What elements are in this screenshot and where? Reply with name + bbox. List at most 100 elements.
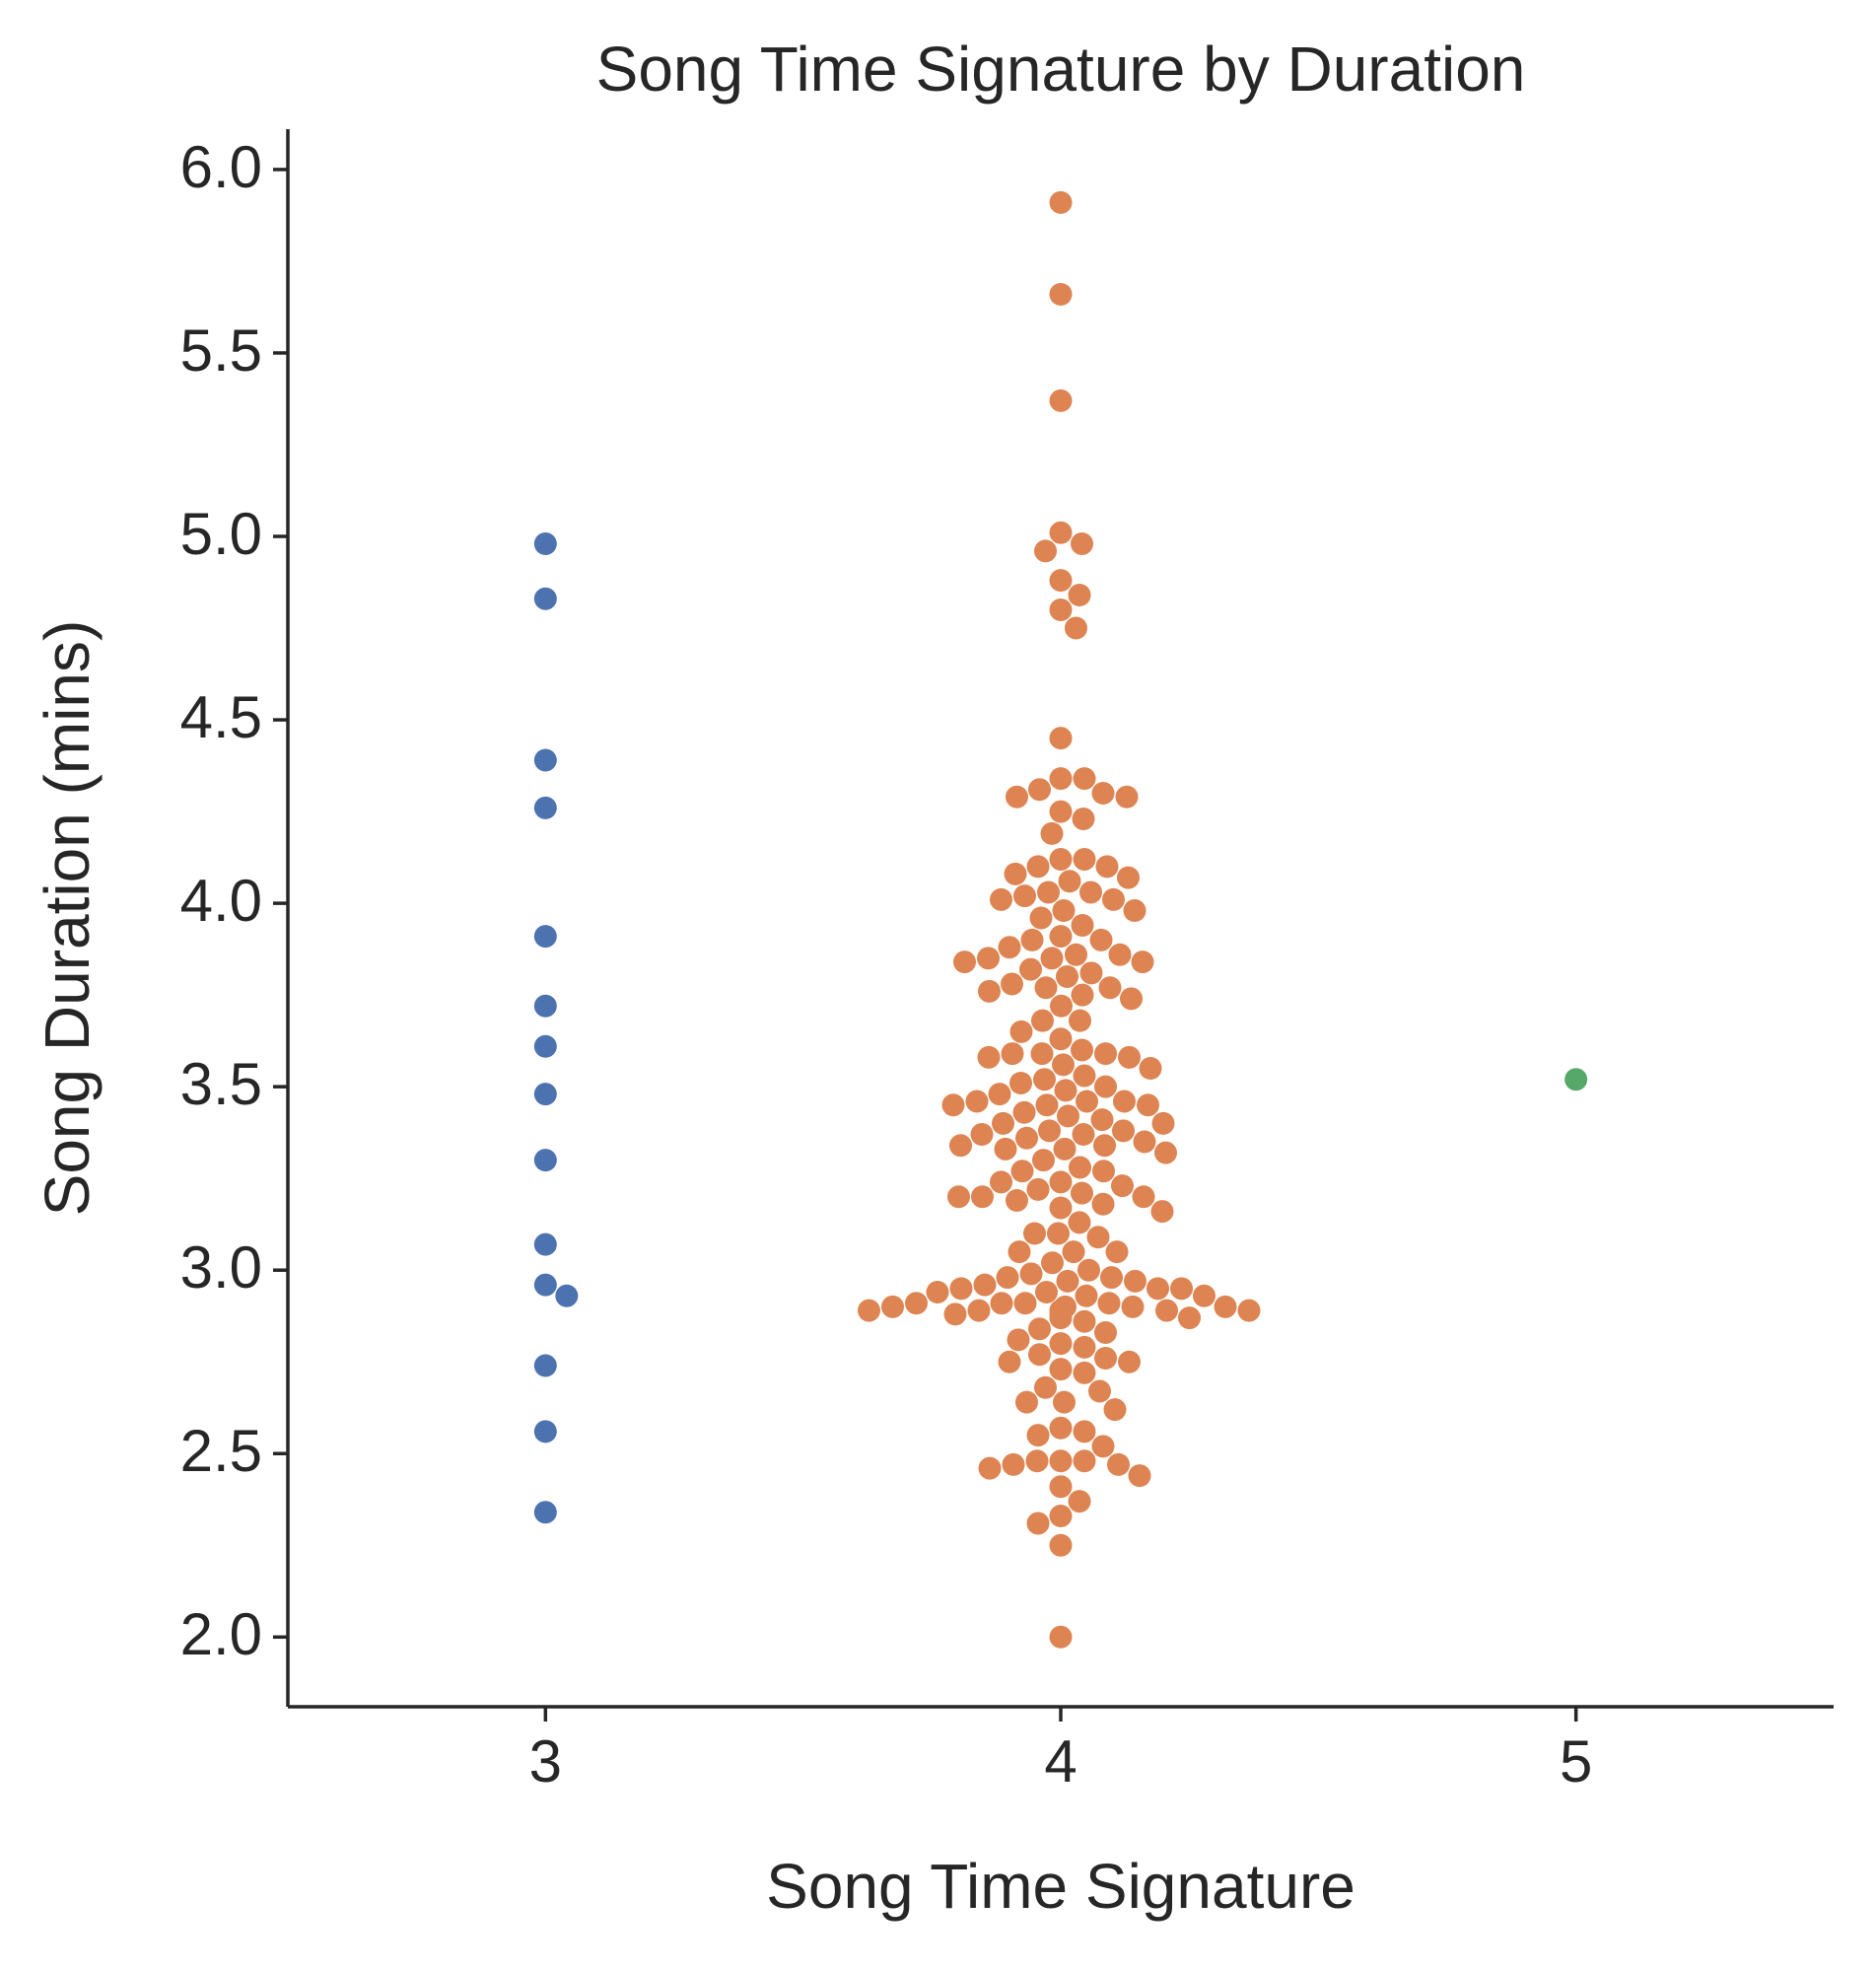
swarm-point	[1028, 1343, 1051, 1367]
swarm-point	[1052, 1053, 1075, 1077]
swarm-point	[858, 1299, 880, 1322]
swarm-point	[1120, 987, 1143, 1011]
swarm-point	[949, 1277, 973, 1301]
swarm-point	[1057, 1104, 1079, 1128]
swarm-point	[1049, 388, 1073, 412]
swarm-point	[1069, 1009, 1091, 1032]
swarm-point	[533, 587, 557, 610]
swarm-point	[1073, 1309, 1096, 1333]
swarm-point	[971, 1185, 994, 1209]
swarm-point	[1065, 616, 1087, 640]
swarm-point	[1097, 1292, 1121, 1315]
swarm-point	[1178, 1306, 1201, 1330]
swarm-point	[990, 1170, 1012, 1194]
swarm-point	[1237, 1299, 1261, 1322]
y-tick-label: 3.5	[180, 1051, 262, 1117]
swarm-point	[1013, 1292, 1037, 1315]
swarm-point	[949, 1134, 972, 1158]
swarm-point	[1113, 1090, 1136, 1113]
swarm-point	[1137, 1093, 1159, 1117]
swarm-point	[1007, 1240, 1031, 1264]
swarm-point	[1564, 1068, 1588, 1091]
swarm-point	[1034, 1375, 1057, 1399]
swarm-point	[970, 1123, 994, 1147]
swarm-point	[1068, 1490, 1091, 1513]
swarm-point	[1026, 1512, 1050, 1535]
y-tick-label: 4.0	[180, 868, 262, 934]
swarm-point	[1010, 1160, 1034, 1183]
swarm-point	[1056, 1269, 1079, 1293]
swarm-point	[1049, 1358, 1073, 1381]
swarm-point	[1030, 1042, 1054, 1066]
chart-title: Song Time Signature by Duration	[596, 34, 1526, 105]
swarm-point	[1103, 1398, 1127, 1422]
swarm-point	[992, 1111, 1014, 1135]
swarm-point	[1091, 1435, 1115, 1458]
swarm-point	[998, 1350, 1021, 1373]
swarm-point	[1095, 855, 1119, 879]
swarm-point	[1139, 1057, 1162, 1081]
swarm-point	[1133, 1130, 1156, 1154]
swarm-point	[1007, 1328, 1030, 1352]
swarm-point	[1049, 1416, 1073, 1440]
swarm-point	[1068, 584, 1091, 607]
swarm-point	[1073, 1064, 1096, 1088]
swarm-point	[1004, 862, 1027, 885]
swarm-point	[533, 1034, 557, 1058]
swarm-point	[1118, 1350, 1141, 1373]
swarm-point	[1049, 282, 1073, 306]
x-tick-label: 5	[1560, 1728, 1592, 1794]
swarm-point	[1076, 1090, 1098, 1113]
swarm-point	[1115, 785, 1139, 809]
swarm-point	[1054, 1079, 1077, 1102]
swarm-point	[1071, 983, 1094, 1007]
swarm-point	[926, 1281, 949, 1304]
swarm-point	[1079, 880, 1102, 904]
swarm-point	[1049, 1027, 1073, 1051]
swarm-point	[1121, 1295, 1145, 1318]
swarm-point	[1094, 1075, 1117, 1098]
swarm-point	[1107, 1452, 1130, 1476]
swarm-point	[1170, 1277, 1193, 1301]
swarm-point	[533, 1501, 557, 1524]
y-tick-label: 5.0	[180, 501, 262, 567]
swarm-point	[533, 1083, 557, 1106]
swarm-point	[1124, 1269, 1146, 1293]
swarm-point	[1049, 1505, 1073, 1528]
swarm-point	[1154, 1141, 1177, 1164]
swarm-point	[1146, 1277, 1169, 1301]
swarm-point	[1034, 539, 1057, 563]
x-axis-label: Song Time Signature	[766, 1851, 1355, 1922]
swarm-point	[1071, 1038, 1093, 1062]
swarm-point	[1073, 1420, 1096, 1443]
swarm-point	[1006, 1189, 1028, 1213]
y-tick-label: 6.0	[180, 134, 262, 200]
swarm-point	[1009, 1020, 1033, 1043]
swarm-point	[1073, 1449, 1096, 1473]
swarm-point	[998, 936, 1021, 959]
swarm-point	[1049, 727, 1073, 750]
swarm-point	[1091, 781, 1115, 805]
swarm-point	[533, 1232, 557, 1256]
swarm-point	[1029, 906, 1053, 930]
swarm-point	[990, 887, 1012, 911]
swarm-point	[1053, 1390, 1076, 1414]
swarm-point	[967, 1299, 991, 1322]
swarm-point	[1049, 800, 1073, 823]
swarm-point	[978, 979, 1001, 1003]
swarm-point	[1049, 190, 1073, 214]
swarm-point	[1094, 1347, 1117, 1371]
swarm-point	[1040, 947, 1064, 970]
swarm-point	[1050, 994, 1073, 1018]
swarm-point	[941, 1093, 965, 1117]
swarm-point	[1093, 1134, 1116, 1158]
swarm-point	[1065, 943, 1087, 966]
x-tick-label: 4	[1044, 1728, 1077, 1794]
swarm-point	[1118, 1045, 1141, 1069]
swarm-point	[1132, 1185, 1155, 1209]
swarm-point	[1072, 808, 1095, 831]
swarm-point	[965, 1090, 989, 1113]
swarm-point	[1073, 1335, 1096, 1359]
